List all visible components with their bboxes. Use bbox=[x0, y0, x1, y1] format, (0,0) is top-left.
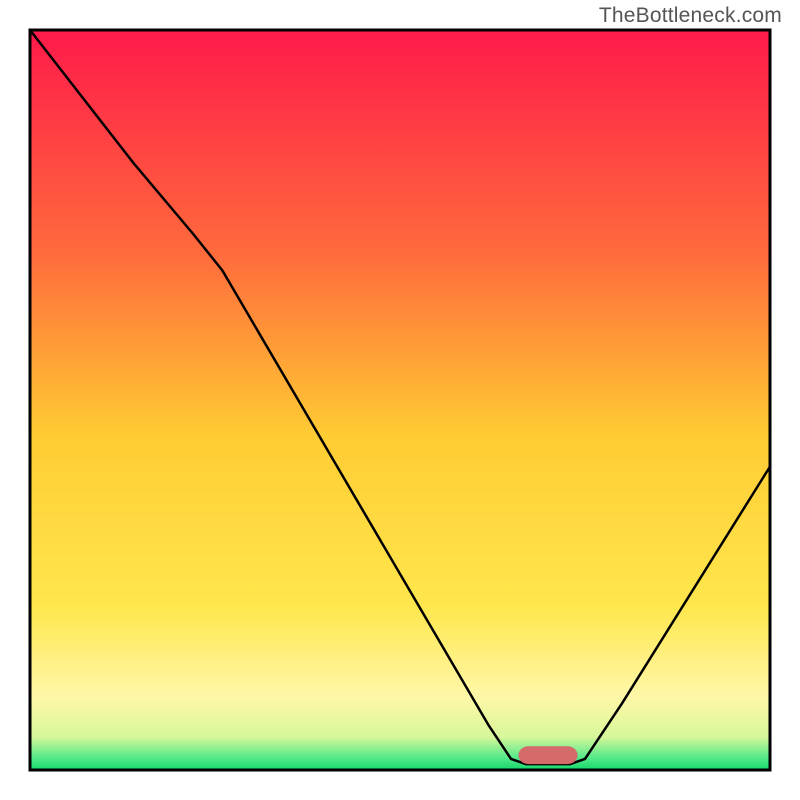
plot-background bbox=[30, 30, 770, 770]
optimum-marker bbox=[518, 746, 577, 764]
watermark-text: TheBottleneck.com bbox=[599, 4, 782, 28]
chart-container: TheBottleneck.com bbox=[0, 0, 800, 800]
bottleneck-chart bbox=[0, 0, 800, 800]
